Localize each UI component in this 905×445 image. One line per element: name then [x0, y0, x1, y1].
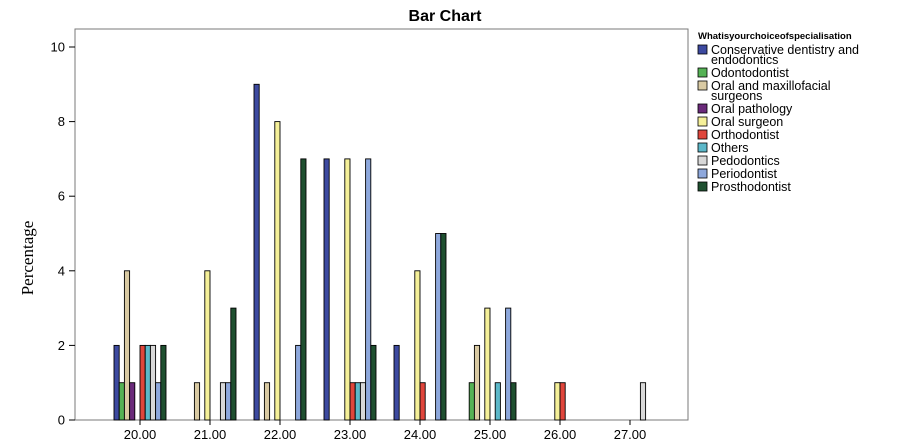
y-tick-label: 6 [58, 189, 65, 204]
bar [359, 382, 367, 421]
legend-swatch [697, 181, 708, 192]
x-tick-label: 22.00 [264, 427, 297, 442]
bar [204, 270, 211, 421]
bar [253, 83, 260, 421]
bar [149, 344, 157, 421]
bar [160, 344, 167, 421]
y-tick-label: 0 [58, 413, 65, 428]
bar [505, 307, 512, 421]
legend-label: Conservative dentistry and [711, 43, 859, 57]
legend-swatch [697, 129, 708, 140]
legend-label: Others [711, 141, 749, 155]
bars-group [113, 83, 647, 421]
plot-area [74, 28, 689, 421]
bar [118, 382, 125, 421]
bar [435, 233, 442, 421]
bar [365, 158, 372, 421]
legend-label: endodontics [711, 53, 778, 67]
bar [393, 344, 400, 421]
y-tick-label: 4 [58, 263, 65, 278]
legend-label: Odontodontist [711, 66, 789, 80]
x-tick-label: 25.00 [474, 427, 507, 442]
legend-swatch [697, 80, 708, 91]
x-tick-label: 27.00 [614, 427, 647, 442]
legend-swatch [697, 67, 708, 78]
bar [473, 344, 481, 421]
x-tick-label: 21.00 [194, 427, 227, 442]
bar [349, 382, 356, 421]
legend-label: Orthodontist [711, 128, 780, 142]
legend-label: Oral pathology [711, 102, 793, 116]
bar [139, 344, 146, 421]
y-tick-label: 2 [58, 338, 65, 353]
legend-label: Periodontist [711, 167, 778, 181]
legend-swatch [697, 142, 708, 153]
y-tick-label: 10 [51, 40, 65, 55]
x-tick-label: 20.00 [124, 427, 157, 442]
legend-label: Pedodontics [711, 154, 780, 168]
bar [123, 270, 131, 421]
bar [219, 382, 227, 421]
bar [370, 344, 377, 421]
legend-swatch [697, 103, 708, 114]
bar [300, 158, 307, 421]
bar [494, 382, 501, 421]
bar [414, 270, 421, 421]
bar [155, 382, 162, 421]
bar [113, 344, 120, 421]
x-tick-label: 26.00 [544, 427, 577, 442]
bar [639, 382, 647, 421]
bar [344, 158, 351, 421]
y-axis-label: Percentage [18, 221, 37, 296]
bar [129, 382, 136, 421]
bar [559, 382, 566, 421]
bar [440, 233, 447, 421]
bar [295, 344, 302, 421]
x-tick-label: 24.00 [404, 427, 437, 442]
x-tick-label: 23.00 [334, 427, 367, 442]
bar [510, 382, 517, 421]
legend-swatch [697, 116, 708, 127]
chart-title: Bar Chart [409, 8, 483, 25]
legend: Whatisyourchoiceofspecialisation Conserv… [697, 31, 859, 194]
bar [468, 382, 475, 421]
bar [274, 121, 281, 421]
legend-label: Oral and maxillofacial [711, 79, 831, 93]
bar [354, 382, 361, 421]
legend-swatch [697, 168, 708, 179]
legend-label: Prosthodontist [711, 180, 791, 194]
bar [554, 382, 561, 421]
bar [263, 382, 271, 421]
y-axis: 0 2 4 6 8 10 [51, 40, 75, 428]
bar [230, 307, 237, 421]
bar [144, 344, 151, 421]
y-tick-label: 8 [58, 114, 65, 129]
x-axis: 20.00 21.00 22.00 23.00 24.00 25.00 26.00 27.00 [124, 420, 647, 442]
bar [484, 307, 491, 421]
legend-label: Oral surgeon [711, 115, 783, 129]
bar [193, 382, 201, 421]
legend-swatch [697, 44, 708, 55]
legend-swatch [697, 155, 708, 166]
legend-label: surgeons [711, 89, 762, 103]
bar [225, 382, 232, 421]
legend-title: Whatisyourchoiceofspecialisation [698, 31, 852, 42]
bar [323, 158, 330, 421]
bar [419, 382, 426, 421]
